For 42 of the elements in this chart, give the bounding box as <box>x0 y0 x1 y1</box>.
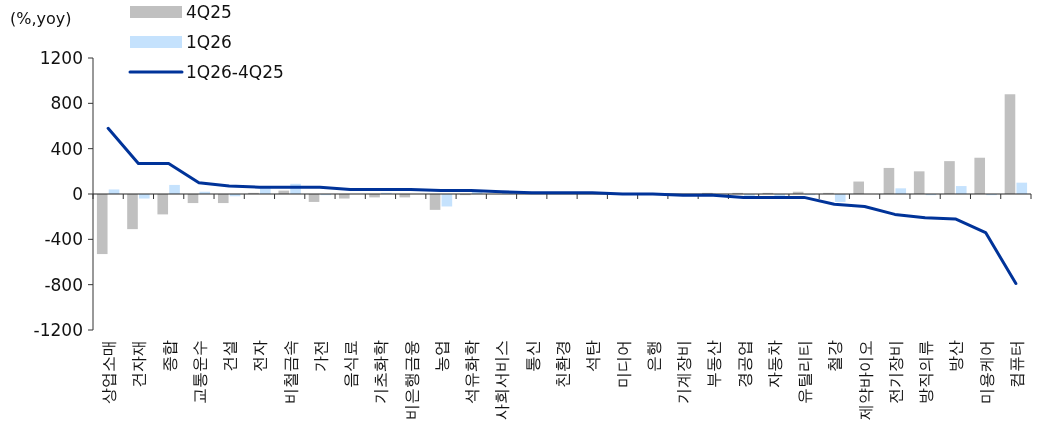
y-tick-label: -1200 <box>33 320 83 340</box>
x-tick-label: 석유화학 <box>462 340 482 404</box>
x-tick-label: 부동산 <box>704 340 724 388</box>
x-tick-label: 제약바이오 <box>855 340 875 420</box>
legend-label: 1Q26-4Q25 <box>186 62 284 82</box>
x-tick-label: 비은행금융 <box>401 340 421 420</box>
x-tick-label: 은행 <box>643 340 663 372</box>
legend-label: 4Q25 <box>186 2 232 22</box>
y-tick-label: -400 <box>44 229 83 250</box>
x-tick-label: 교통운수 <box>189 340 209 404</box>
x-tick-label: 경공업 <box>734 340 754 388</box>
y-tick-label: 400 <box>50 138 83 159</box>
y-axis-title: (%,yoy) <box>10 9 72 28</box>
x-tick-label: 비철금속 <box>280 340 300 404</box>
x-tick-label: 미용케어 <box>976 340 996 404</box>
y-tick-label: 1200 <box>39 48 83 68</box>
x-tick-label: 음식료 <box>341 340 361 388</box>
x-tick-label: 전기장비 <box>885 340 905 404</box>
x-tick-label: 컴퓨터 <box>1006 340 1026 388</box>
x-tick-label: 방산 <box>946 340 966 372</box>
x-tick-label: 농업 <box>431 340 451 372</box>
x-tick-label: 건자재 <box>129 340 149 388</box>
y-tick-label: 800 <box>50 93 83 114</box>
x-tick-label: 친환경 <box>553 340 572 388</box>
x-tick-label: 기초화학 <box>371 340 391 404</box>
x-tick-label: 자동차 <box>764 340 784 388</box>
y-tick-label: 0 <box>72 184 83 204</box>
x-tick-label: 철강 <box>825 340 845 372</box>
x-tick-label: 석탄 <box>583 340 603 372</box>
x-tick-label: 종합 <box>159 340 179 372</box>
x-tick-label: 상업소매 <box>99 340 119 404</box>
x-tick-label: 가전 <box>310 340 330 372</box>
x-tick-label: 유틸리티 <box>795 340 815 404</box>
x-tick-label: 건설 <box>220 340 240 372</box>
y-tick-label: -800 <box>44 274 83 295</box>
x-tick-label: 미디어 <box>613 340 633 388</box>
x-tick-label: 사회서비스 <box>492 340 512 420</box>
x-tick-label: 방직의류 <box>916 340 936 404</box>
legend-label: 1Q26 <box>186 32 232 52</box>
x-tick-label: 기계장비 <box>674 340 694 404</box>
x-tick-label: 통신 <box>522 340 542 372</box>
x-tick-label: 전자 <box>250 340 270 372</box>
